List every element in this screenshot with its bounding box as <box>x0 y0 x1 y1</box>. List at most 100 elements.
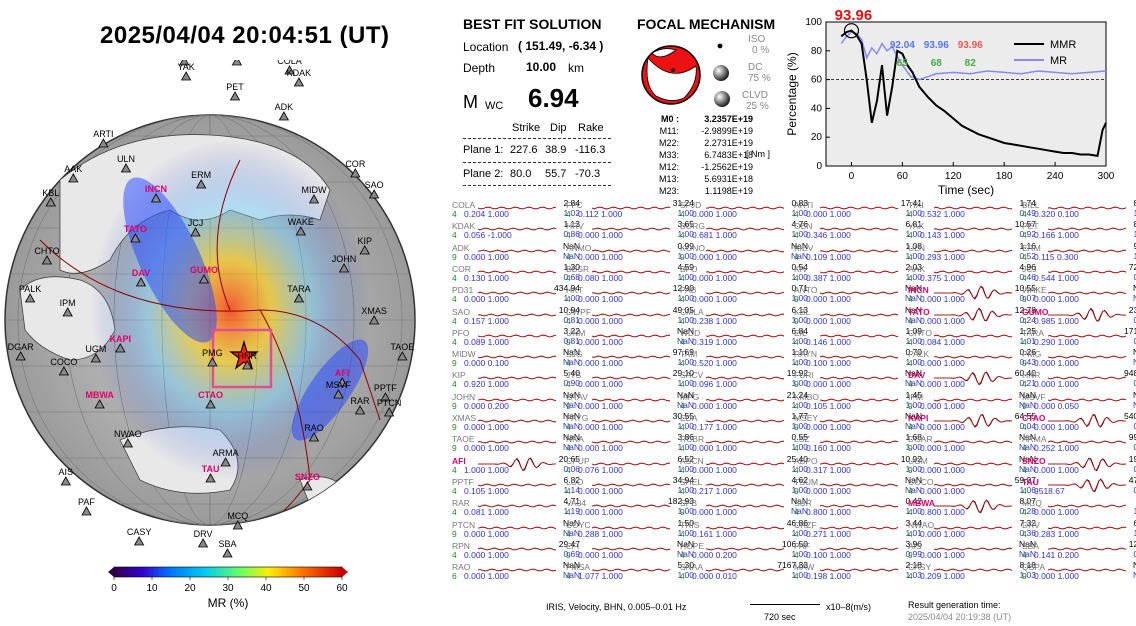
quality-flag: 4 <box>452 315 457 326</box>
waveform-cell-kmbo: KMBO 1.45 4 0.105 1.000 1.00 <box>794 390 922 411</box>
mt-value: 6.7483E+18 <box>704 150 753 160</box>
station-marker-tara <box>293 293 305 303</box>
quality-flag: 4 <box>794 209 799 219</box>
waveform-trace <box>819 547 899 551</box>
waveform-trace <box>591 291 671 295</box>
station-name: DAV <box>908 370 926 381</box>
quality-flag: 4 <box>566 315 571 326</box>
ratio-value: 1.06 <box>1019 484 1036 495</box>
quality-flag: 4 <box>680 422 685 432</box>
waveform-cell-anto: ANTO NaN 9 0.000 1.000 NaN <box>794 283 922 304</box>
waveform-trace <box>705 313 785 316</box>
plane-header: Strike Dip Rake <box>512 122 622 136</box>
waveform-trace <box>819 483 899 487</box>
fit-values: 0.100 1.000 <box>806 358 851 369</box>
amplitude-value: 7167.33 <box>777 560 808 571</box>
fit-values: 1.000 1.000 <box>464 464 509 475</box>
amplitude-value: 4.71 <box>563 496 580 507</box>
station-name: CASY <box>908 562 932 573</box>
station-marker-uln <box>120 163 132 173</box>
quality-flag: 4 <box>680 315 685 326</box>
amplitude-value: 6.15 <box>1133 517 1136 528</box>
quality-flag: 4 <box>908 209 913 219</box>
station-label-uln: ULN <box>117 154 135 164</box>
station-name: MSEY <box>794 413 819 423</box>
station-name: XMAS <box>452 413 477 423</box>
waveform-cell-hnr: HNR 948.22 4 0.000 1.000 0.06 <box>1022 368 1136 389</box>
station-name: CPUP <box>566 455 590 466</box>
waveform-trace <box>591 377 671 380</box>
amplitude-value: 47.55 <box>1128 474 1136 485</box>
station-marker-kdak <box>293 77 305 87</box>
station-marker-ctao <box>205 399 216 409</box>
quality-flag: 4 <box>566 422 571 432</box>
ratio-value: 1.00 <box>905 229 922 240</box>
waveform-trace <box>705 334 785 338</box>
fit-values: 0.166 1.000 <box>1034 230 1079 241</box>
station-name: AFI <box>452 455 466 466</box>
station-marker-sao <box>368 189 380 199</box>
ratio-value: NaN <box>562 421 580 431</box>
ratio-value: 1.00 <box>677 421 694 431</box>
station-name: JCJ <box>1022 263 1037 274</box>
station-name: RCBR <box>680 434 705 445</box>
station-name: TATO <box>908 306 930 317</box>
waveform-trace <box>477 504 557 508</box>
station-label-sba: SBA <box>218 539 236 549</box>
quality-flag: 4 <box>452 464 457 475</box>
waveform-cell-tris: TRIS 46.86 4 0.161 1.000 1.00 <box>680 518 808 539</box>
y-tick-label: 20 <box>811 132 823 143</box>
fit-values: 0.105 1.000 <box>806 400 851 411</box>
waveform-cell-anmo: ANMO 0.99 4 0.000 1.000 1.00 <box>566 241 694 262</box>
fit-values: 0.000 1.000 <box>920 549 965 560</box>
plane-2-label: Plane 2: <box>463 168 504 180</box>
quality-flag: 4 <box>452 485 457 496</box>
amplitude-value: 9.18 <box>1133 240 1136 251</box>
station-label-jcj: JCJ <box>188 218 204 228</box>
plane-1-dip: 38.9 <box>545 144 567 156</box>
mt-unit: [ Nm ] <box>746 149 770 159</box>
waveform-trace <box>933 249 1013 252</box>
fit-values: 0.000 1.000 <box>578 230 623 241</box>
depth-label: Depth <box>463 61 496 75</box>
waveform-trace <box>1047 398 1127 401</box>
quality-flag: 4 <box>794 251 799 262</box>
amplitude-value: NaN <box>1018 432 1036 443</box>
amplitude-value: NaN <box>904 283 922 294</box>
fit-values: 0.000 1.000 <box>920 379 965 390</box>
mt-value: -2.9899E+19 <box>701 126 753 136</box>
station-marker-aak <box>68 173 79 183</box>
quality-flag: 4 <box>1022 209 1027 219</box>
x-tick-label: 60 <box>897 171 909 182</box>
amplitude-unit: x10–8(m/s) <box>826 602 872 612</box>
y-tick-label: 40 <box>811 103 823 114</box>
amplitude-value: NaN <box>904 304 922 315</box>
fit-values: 0.000 1.000 <box>578 294 623 305</box>
fit-values: 0.288 1.000 <box>578 528 623 539</box>
waveform-cell-gumo: GUMO 23.20 4 0.985 1.000 0.00 <box>1022 305 1136 326</box>
station-marker-cola <box>284 65 295 75</box>
fit-values: 0.000 1.000 <box>578 422 623 432</box>
amplitude-value: NaN <box>904 411 922 421</box>
waveform-cell-arti: ARTI 17.41 4 0.000 1.000 1.00 <box>794 198 922 219</box>
waveform-grid: COLA 2.84 4 0.204 1.000 1.02 KDAK 1.13 4 0.056 -… <box>452 198 1136 598</box>
station-name: PMG <box>1022 349 1042 360</box>
station-name: ANMO <box>566 242 592 253</box>
station-name: COCO <box>908 476 934 487</box>
fit-values: 0.000 1.000 <box>578 507 623 518</box>
amplitude-value: 10.94 <box>558 304 580 315</box>
quality-flag: 4 <box>1022 251 1027 262</box>
fit-values: 0.681 1.000 <box>692 230 737 241</box>
amplitude-value: 10.92 <box>900 453 922 464</box>
waveform-cell-pfo: PFO 3.22 4 0.089 1.000 0.81 <box>452 326 580 347</box>
ratio-value: NaN <box>904 293 922 304</box>
ratio-value: 0.52 <box>1019 250 1036 261</box>
dip-header: Dip <box>550 122 567 134</box>
waveform-cell-ascn: ASCN 25.40 4 0.000 1.000 1.00 <box>680 454 808 475</box>
depth-value: 10.00 <box>526 60 557 74</box>
mt-key: M0 : <box>661 114 679 124</box>
station-label-arma: ARMA <box>213 448 239 458</box>
quality-flag: 4 <box>908 251 913 262</box>
fit-values: 9518.67 <box>1034 485 1065 496</box>
waveform-cell-obn: OBN 6.81 4 0.346 1.000 1.00 <box>794 219 922 240</box>
